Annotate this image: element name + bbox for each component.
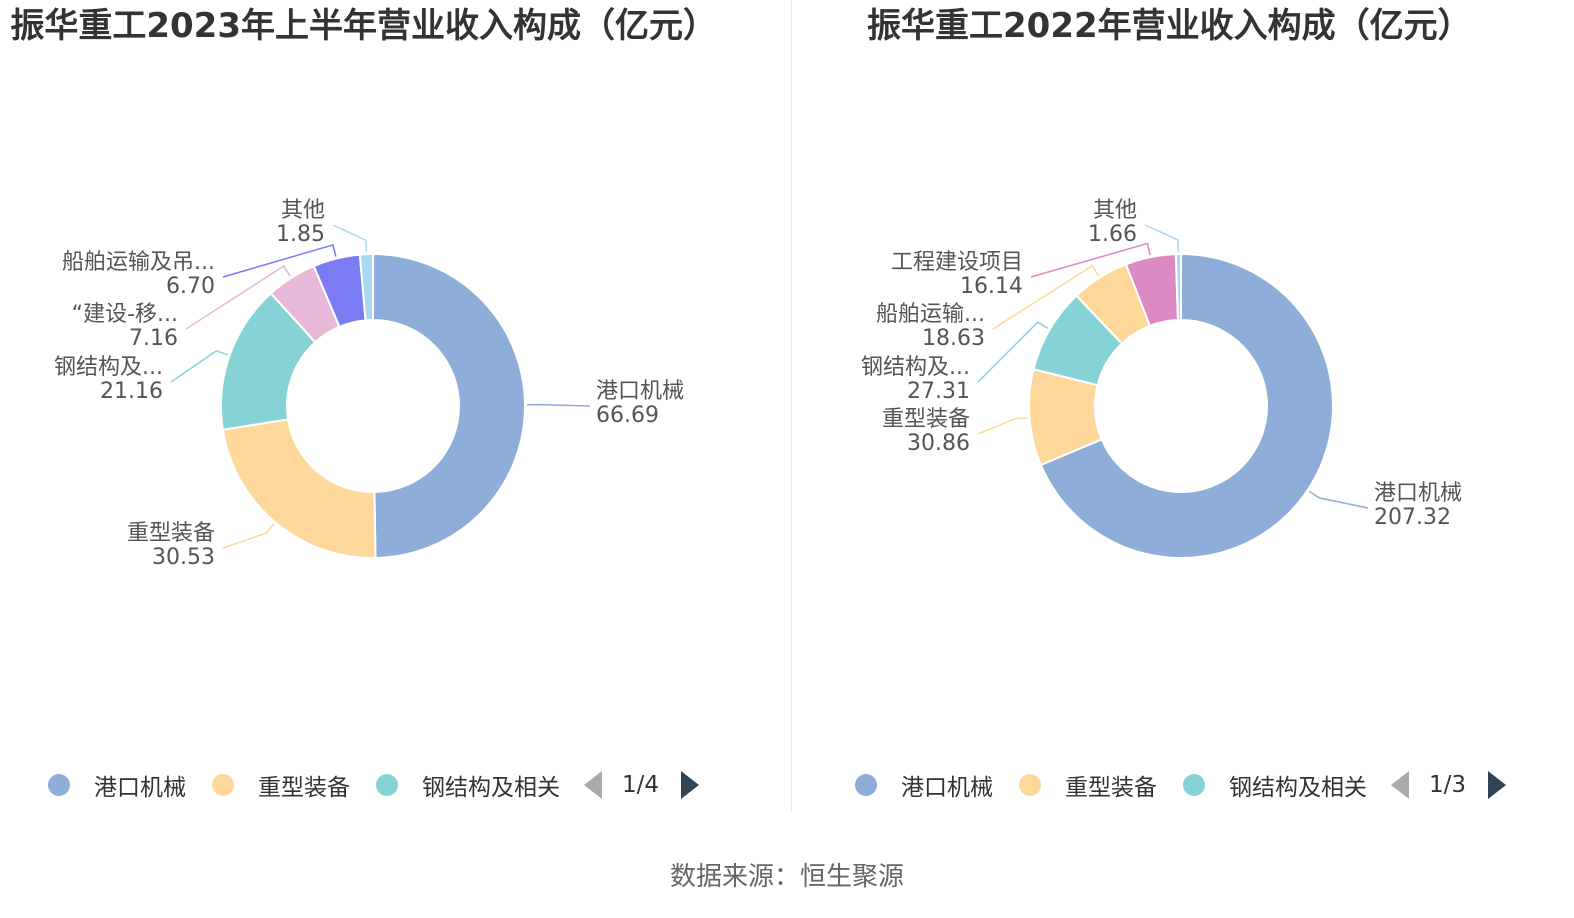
leader-line [185,265,291,330]
pager-next-arrow-icon[interactable] [1488,771,1507,799]
panel-divider [791,0,792,812]
legend-label: 重型装备 [258,775,350,801]
data-source: 数据来源：恒生聚源 [669,862,904,892]
slice-label-value: 1.66 [1088,222,1137,247]
slice-label-name: 船舶运输及吊... [62,250,215,275]
chart-title: 振华重工2023年上半年营业收入构成（亿元） [10,6,717,46]
legend-label: 港口机械 [901,775,993,801]
pie-slice[interactable] [372,252,526,559]
slice-label-name: 港口机械 [1374,481,1462,506]
slice-label-value: 16.14 [960,274,1023,299]
pie-slice[interactable] [221,418,377,559]
leader-line [526,403,591,407]
pager-prev-arrow-icon[interactable] [584,771,602,799]
legend-item[interactable]: 重型装备 [1019,768,1157,802]
leader-line [1144,224,1180,253]
slice-label-name: 工程建设项目 [891,250,1023,275]
chart-panel-2023h1: 振华重工2023年上半年营业收入构成（亿元） 港口机械 66.69 重型装备 30.5… [10,6,717,808]
chart-panel-2022: 振华重工2022年营业收入构成（亿元） 港口机械 207.32 重型装备 30.86 钢… [787,0,1574,918]
slice-label-value: 66.69 [596,403,659,428]
leader-line [222,243,337,278]
leader-line [977,417,1028,435]
legend-label: 钢结构及相关 [422,775,560,801]
slice-label-value: 7.16 [129,326,178,351]
legend-pager: 1/4 [584,771,700,799]
legend-dot [855,774,877,796]
slice-label-name: 港口机械 [596,379,684,404]
leader-line [222,523,275,549]
leader-line [1308,490,1369,509]
legend-item[interactable]: 港口机械 [855,768,993,802]
leader-line [1030,242,1151,278]
slice-label-value: 30.86 [907,431,970,456]
leader-line [992,264,1100,330]
slice-label-value: 30.53 [152,545,215,570]
slice-label-name: 重型装备 [882,407,970,432]
pager-prev-arrow-icon[interactable] [1391,771,1409,799]
legend-label: 港口机械 [94,775,186,801]
slice-label-value: 21.16 [100,379,163,404]
legend-dot [1019,774,1041,796]
leader-line [170,349,229,383]
slice-label-name: 其他 [1093,198,1137,223]
slice-label-value: 207.32 [1374,505,1451,530]
legend-dot [1183,774,1205,796]
slice-label-name: 钢结构及... [861,355,970,380]
pager-next-arrow-icon[interactable] [681,771,700,799]
legend-item[interactable]: 重型装备 [212,768,350,802]
slice-label-value: 6.70 [166,274,215,299]
legend-dot [376,774,398,796]
pager-page-text: 1/4 [622,772,660,798]
legend-label: 钢结构及相关 [1229,775,1367,801]
pie-slice[interactable] [358,252,374,322]
legend-item[interactable]: 钢结构及相关 [1183,768,1367,802]
legend: 港口机械 重型装备 钢结构及相关 1/4 [48,762,700,808]
leader-line [332,224,368,253]
pie-slice[interactable] [1039,252,1334,559]
legend: 港口机械 重型装备 钢结构及相关 1/3 [855,762,1507,808]
slice-label-name: 重型装备 [127,521,215,546]
legend-pager: 1/3 [1391,771,1507,799]
slice-label-name: 其他 [281,198,325,223]
slice-label-name: “建设-移... [72,302,178,327]
slice-label-name: 船舶运输... [876,302,985,327]
chart-title: 振华重工2022年营业收入构成（亿元） [867,6,1472,46]
legend-item[interactable]: 港口机械 [48,768,186,802]
pager-page-text: 1/3 [1429,772,1467,798]
slice-label-name: 钢结构及... [54,355,163,380]
pie-slice[interactable] [1174,252,1182,322]
leader-line [977,321,1049,383]
legend-dot [212,774,234,796]
slice-label-value: 27.31 [907,379,970,404]
legend-dot [48,774,70,796]
slice-label-value: 1.85 [276,222,325,247]
slice-label-value: 18.63 [922,326,985,351]
legend-item[interactable]: 钢结构及相关 [376,768,560,802]
legend-label: 重型装备 [1065,775,1157,801]
